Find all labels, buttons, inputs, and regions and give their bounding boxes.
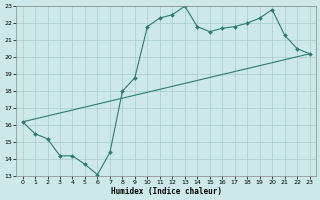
X-axis label: Humidex (Indice chaleur): Humidex (Indice chaleur) xyxy=(111,187,221,196)
